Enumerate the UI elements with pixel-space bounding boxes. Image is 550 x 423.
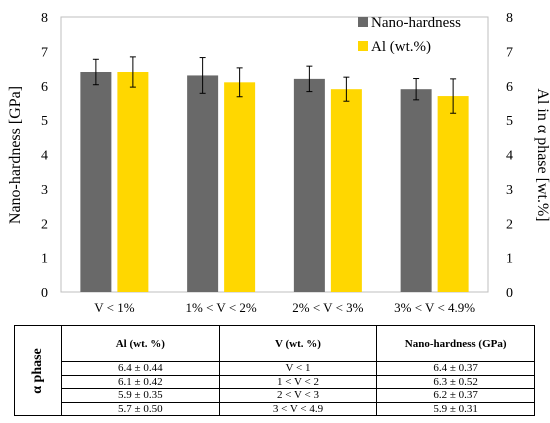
y2-tick-label: 7 — [506, 45, 513, 60]
error-bar — [236, 67, 243, 98]
legend-swatch-al — [358, 41, 368, 51]
x-tick-label: V < 1% — [94, 300, 134, 315]
table-row: 6.4 ± 0.44 V < 1 6.4 ± 0.37 — [15, 361, 535, 376]
row-header-label: α phase — [30, 347, 45, 394]
bar-nano-hardness — [187, 75, 219, 292]
y2-tick-label: 8 — [506, 11, 513, 26]
alpha-phase-table: α phase Al (wt. %) V (wt. %) Nano-hardne… — [14, 324, 535, 417]
table-cell: 1 < V < 2 — [218, 374, 378, 390]
y2-tick-label: 4 — [506, 149, 513, 164]
y-axis-label: Nano-hardness [GPa] — [7, 86, 24, 224]
y2-tick-label: 0 — [506, 286, 513, 301]
table-cell: 2 < V < 3 — [218, 388, 378, 403]
y-tick-label: 8 — [41, 11, 48, 26]
left-axis-ticks: 0 1 2 3 4 5 6 7 8 — [41, 11, 48, 301]
table-cell: 6.4 ± 0.44 — [61, 361, 220, 376]
bar-nano-hardness — [400, 89, 432, 292]
right-axis-ticks: 0 1 2 3 4 5 6 7 8 — [506, 11, 513, 301]
error-bar — [343, 76, 350, 102]
bar-chart: 0 1 2 3 4 5 6 7 8 0 1 2 3 4 5 6 7 8 V < 1% 1% < V < 2% 2% … — [7, 11, 550, 315]
y-tick-label: 1 — [41, 252, 48, 267]
y-tick-label: 6 — [41, 80, 48, 95]
legend: Nano-hardness Al (wt.%) — [358, 15, 461, 55]
plot-area — [60, 16, 489, 293]
y-tick-label: 0 — [41, 286, 48, 301]
error-bars-group — [92, 56, 457, 114]
table-cell: V < 1 — [218, 361, 378, 376]
bar-nano-hardness — [80, 72, 112, 292]
table-row: 5.7 ± 0.50 3 < V < 4.9 5.9 ± 0.31 — [15, 401, 535, 417]
error-bar — [92, 58, 99, 86]
bars-group — [80, 72, 469, 292]
legend-label-nano-hardness: Nano-hardness — [371, 15, 461, 31]
y-tick-label: 7 — [41, 45, 48, 60]
legend-label-al: Al (wt.%) — [371, 39, 431, 55]
table-header-row: α phase Al (wt. %) V (wt. %) Nano-hardne… — [14, 324, 535, 416]
bar-al — [117, 72, 149, 292]
category-labels: V < 1% 1% < V < 2% 2% < V < 3% 3% < V < 4.9… — [94, 300, 475, 315]
y2-tick-label: 2 — [506, 217, 513, 232]
bar-al — [224, 82, 256, 292]
bar-nano-hardness — [293, 78, 325, 292]
x-tick-label: 3% < V < 4.9% — [394, 300, 475, 315]
x-tick-label: 1% < V < 2% — [186, 300, 257, 315]
column-header-al: Al (wt. %) — [61, 324, 220, 363]
y-tick-label: 3 — [41, 183, 48, 198]
y-tick-label: 2 — [41, 217, 48, 232]
bar-al — [330, 89, 362, 292]
legend-swatch-nano-hardness — [358, 17, 368, 27]
row-header-cell: α phase — [14, 325, 62, 416]
y2-tick-label: 1 — [506, 252, 513, 267]
y-tick-label: 4 — [41, 149, 48, 164]
error-bar — [450, 78, 457, 114]
table-row: 6.1 ± 0.42 1 < V < 2 6.3 ± 0.52 — [15, 374, 535, 390]
column-header-v: V (wt. %) — [218, 324, 378, 363]
error-bar — [199, 57, 206, 94]
error-bar — [129, 56, 136, 88]
table-cell: 5.9 ± 0.35 — [61, 388, 220, 403]
table-cell: 6.2 ± 0.37 — [376, 388, 535, 403]
bar-al — [437, 96, 469, 292]
table-cell: 6.4 ± 0.37 — [376, 361, 535, 376]
table-cell: 6.1 ± 0.42 — [61, 374, 220, 390]
table-row: 5.9 ± 0.35 2 < V < 3 6.2 ± 0.37 — [15, 388, 535, 403]
table-cell: 5.7 ± 0.50 — [61, 401, 220, 417]
y-tick-label: 5 — [41, 114, 48, 129]
y2-axis-label: Al in α phase [wt.%] — [534, 88, 550, 221]
table-cell: 3 < V < 4.9 — [218, 401, 378, 417]
error-bar — [413, 78, 420, 101]
x-tick-label: 2% < V < 3% — [292, 300, 363, 315]
y2-tick-label: 3 — [506, 183, 513, 198]
table-cell: 6.3 ± 0.52 — [376, 374, 535, 390]
column-header-nano-hardness: Nano-hardness (GPa) — [376, 324, 535, 363]
y2-tick-label: 6 — [506, 80, 513, 95]
table-cell: 5.9 ± 0.31 — [376, 401, 535, 417]
error-bar — [306, 65, 313, 93]
y2-tick-label: 5 — [506, 114, 513, 129]
